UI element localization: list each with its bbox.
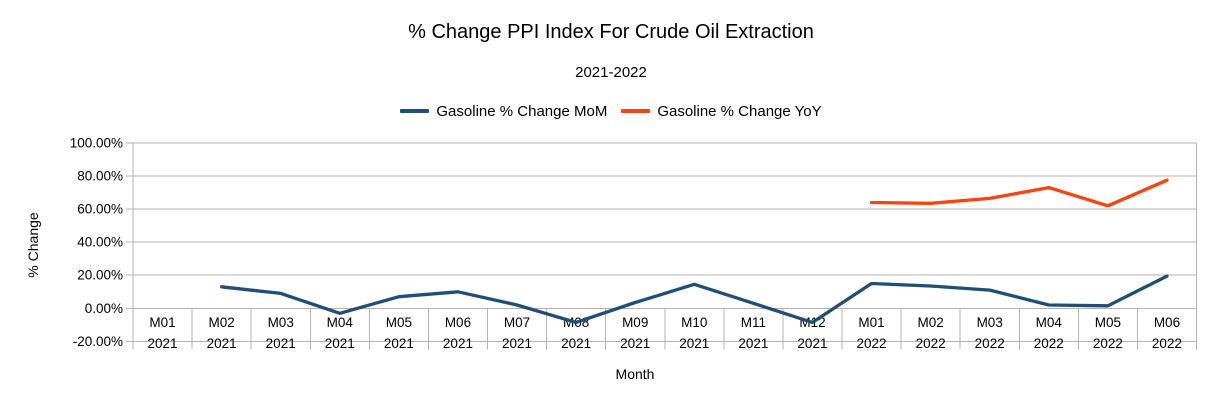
x-category-label: M03 2022 bbox=[975, 315, 1005, 351]
x-category-label: M10 2021 bbox=[679, 315, 709, 351]
y-tick-label: 40.00% bbox=[77, 235, 123, 250]
legend-item-mom: Gasoline % Change MoM bbox=[400, 103, 607, 120]
x-category-label: M02 2021 bbox=[207, 315, 237, 351]
y-tick-label: 20.00% bbox=[77, 268, 123, 283]
legend-label-mom: Gasoline % Change MoM bbox=[436, 102, 608, 120]
series-line-yoy bbox=[869, 178, 1169, 208]
x-category-label: M06 2021 bbox=[443, 315, 473, 351]
x-category-label: M04 2022 bbox=[1034, 315, 1064, 351]
x-category-label: M11 2021 bbox=[738, 315, 768, 351]
x-category-label: M01 2022 bbox=[857, 315, 887, 351]
y-tick-label: 80.00% bbox=[77, 169, 123, 184]
x-axis-title: Month bbox=[615, 366, 655, 382]
chart-title: % Change PPI Index For Crude Oil Extract… bbox=[408, 21, 814, 43]
y-tick-label: 60.00% bbox=[77, 202, 123, 217]
legend-line-mom-icon bbox=[400, 109, 430, 113]
chart-subtitle: 2021-2022 bbox=[575, 64, 647, 81]
x-category-label: M04 2021 bbox=[325, 315, 355, 351]
x-category-label: M01 2021 bbox=[148, 315, 178, 351]
legend-item-yoy: Gasoline % Change YoY bbox=[621, 102, 822, 120]
x-category-label: M07 2021 bbox=[502, 315, 532, 351]
x-category-label: M03 2021 bbox=[266, 315, 296, 351]
x-category-label: M02 2022 bbox=[916, 315, 946, 351]
series-line-mom bbox=[219, 274, 1169, 325]
legend-label-yoy: Gasoline % Change YoY bbox=[657, 102, 822, 120]
x-category-label: M06 2022 bbox=[1152, 315, 1182, 351]
legend-line-yoy-icon bbox=[621, 109, 651, 113]
x-category-label: M05 2021 bbox=[384, 315, 414, 351]
y-axis-title: % Change bbox=[25, 212, 41, 278]
legend: Gasoline % Change MoM Gasoline % Change … bbox=[0, 101, 1222, 121]
y-tick-label: -20.00% bbox=[73, 334, 123, 349]
x-category-label: M09 2021 bbox=[620, 315, 650, 351]
y-tick-label: 100.00% bbox=[70, 135, 123, 150]
y-tick-label: 0.00% bbox=[85, 301, 123, 316]
x-category-label: M05 2022 bbox=[1093, 315, 1123, 351]
